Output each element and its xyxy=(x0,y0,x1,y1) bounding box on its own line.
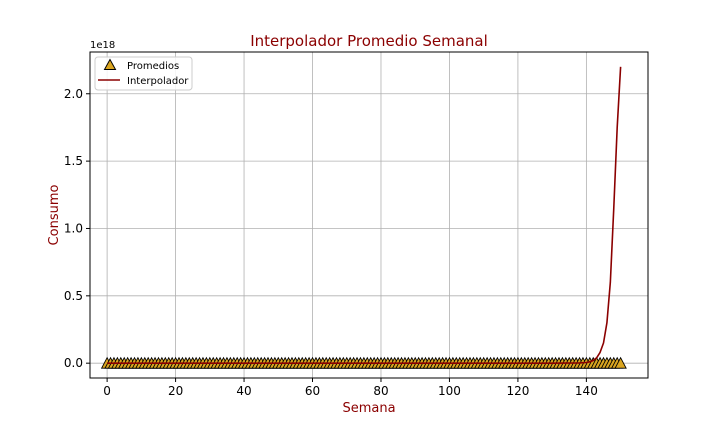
x-tick-label: 40 xyxy=(236,384,251,398)
x-tick-label: 80 xyxy=(373,384,388,398)
y-tick-label: 1.0 xyxy=(64,221,83,235)
x-tick-label: 140 xyxy=(575,384,598,398)
y-tick-label: 0.0 xyxy=(64,356,83,370)
plot-frame xyxy=(89,51,649,379)
x-tick-label: 60 xyxy=(305,384,320,398)
legend-label-interpolador: Interpolador xyxy=(127,76,189,87)
axis-ticks: 0 20 40 60 80 100 120 140 0.0 0.5 1.0 1.5 2.0 xyxy=(64,87,598,398)
interpolador-line xyxy=(107,66,622,364)
y-tick-label: 2.0 xyxy=(64,87,83,101)
chart-title: Interpolador Promedio Semanal xyxy=(250,32,488,50)
x-tick-label: 100 xyxy=(438,384,461,398)
y-tick-label: 1.5 xyxy=(64,154,83,168)
legend-label-promedios: Promedios xyxy=(127,61,179,72)
y-tick-label: 0.5 xyxy=(64,289,83,303)
y-axis-label: Consumo xyxy=(47,185,62,246)
legend-triangle-marker xyxy=(103,58,117,70)
plot-data xyxy=(100,66,627,369)
x-axis-label: Semana xyxy=(342,401,395,416)
legend-box xyxy=(94,56,193,91)
promedios-point xyxy=(614,356,627,369)
x-tick-label: 120 xyxy=(506,384,529,398)
x-tick-label: 20 xyxy=(168,384,183,398)
x-tick-label: 0 xyxy=(103,384,111,398)
legend: Promedios Interpolador xyxy=(94,56,193,91)
y-offset-text: 1e18 xyxy=(90,40,115,51)
